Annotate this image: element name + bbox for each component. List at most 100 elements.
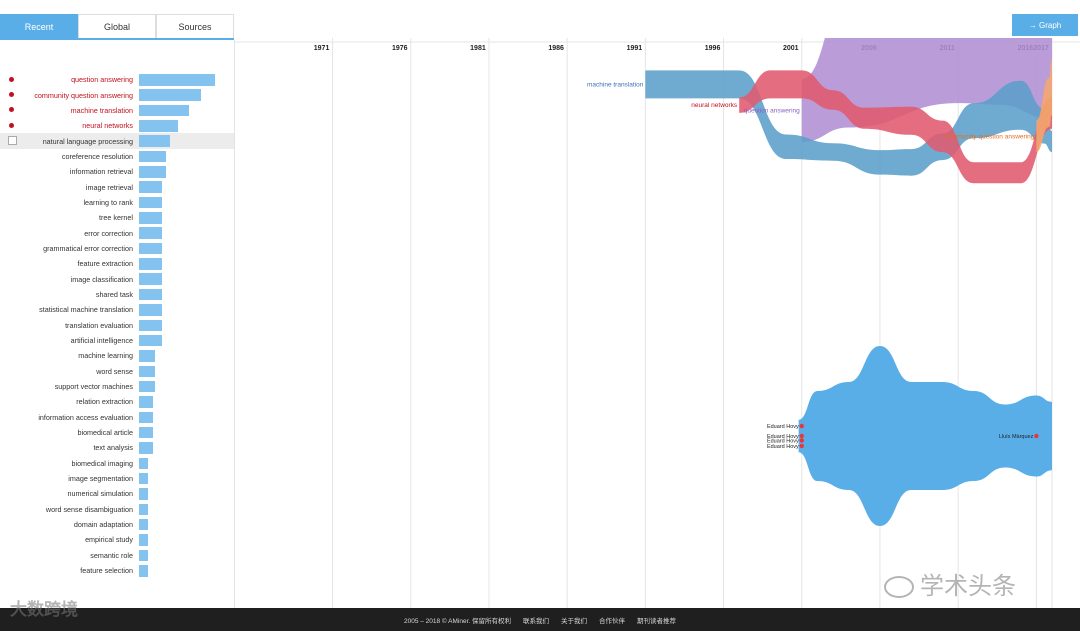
author-point[interactable]: [1034, 433, 1039, 439]
topic-row[interactable]: information retrieval: [0, 164, 234, 179]
topic-row[interactable]: question answering: [0, 72, 234, 87]
x-tick-label: 2001: [783, 45, 799, 52]
topic-row[interactable]: word sense disambiguation: [0, 502, 234, 517]
topic-frequency-bar: [139, 242, 162, 255]
topic-frequency-bar: [139, 135, 170, 147]
author-point[interactable]: [799, 423, 804, 429]
topic-frequency-bar: [139, 442, 153, 454]
topic-row[interactable]: tree kernel: [0, 210, 234, 225]
x-tick-label: 1976: [392, 45, 408, 52]
topic-row[interactable]: machine learning: [0, 348, 234, 363]
topic-row[interactable]: empirical study: [0, 532, 234, 547]
topic-label: artificial intelligence: [70, 336, 133, 346]
x-tick-label: 1971: [314, 45, 330, 52]
topic-label: shared task: [95, 289, 133, 299]
topic-label: information access evaluation: [38, 412, 133, 422]
topic-label: support vector machines: [54, 382, 133, 392]
topic-label: machine learning: [78, 351, 133, 361]
topic-label: text analysis: [93, 443, 133, 453]
topic-row[interactable]: statistical machine translation: [0, 302, 234, 317]
topic-row[interactable]: image segmentation: [0, 471, 234, 486]
topic-label: empirical study: [85, 535, 133, 545]
topic-row[interactable]: neural networks: [0, 118, 234, 133]
topic-row[interactable]: learning to rank: [0, 195, 234, 210]
topic-frequency-bar: [139, 457, 148, 470]
author-stream[interactable]: [798, 346, 1052, 526]
topic-label: domain adaptation: [73, 520, 133, 530]
topic-label: natural language processing: [42, 136, 133, 146]
topic-stream-label: neural networks: [691, 102, 738, 109]
tab-recent[interactable]: Recent: [0, 14, 78, 38]
graph-button[interactable]: → Graph: [1012, 14, 1078, 36]
topic-row[interactable]: grammatical error correction: [0, 241, 234, 256]
author-point[interactable]: [799, 438, 804, 443]
topic-frequency-bar: [139, 518, 148, 531]
topic-row[interactable]: artificial intelligence: [0, 333, 234, 348]
topic-label: information retrieval: [69, 167, 133, 177]
topic-frequency-bar: [139, 212, 162, 224]
author-label: Eduard Hovy: [767, 424, 799, 430]
topic-label: biomedical article: [77, 428, 133, 438]
topic-label: feature extraction: [77, 259, 133, 269]
topic-stream[interactable]: [1036, 59, 1052, 153]
topic-row[interactable]: text analysis: [0, 440, 234, 455]
topic-label: neural networks: [82, 121, 133, 131]
topic-row[interactable]: image classification: [0, 271, 234, 286]
topic-row[interactable]: word sense: [0, 364, 234, 379]
topic-label: tree kernel: [99, 213, 133, 223]
topic-frequency-bar: [139, 166, 166, 178]
topic-label: relation extraction: [76, 397, 133, 407]
topic-row[interactable]: domain adaptation: [0, 517, 234, 532]
topic-label: grammatical error correction: [43, 243, 133, 253]
topic-label: semantic role: [90, 550, 133, 560]
topic-row[interactable]: coreference resolution: [0, 149, 234, 164]
topic-label: feature selection: [80, 566, 133, 576]
topic-label: biomedical imaging: [71, 458, 133, 468]
topic-row[interactable]: biomedical imaging: [0, 456, 234, 471]
hot-topic-dot: [9, 122, 14, 128]
topic-frequency-bar: [139, 503, 148, 516]
topic-label: community question answering: [34, 90, 133, 100]
topic-checkbox[interactable]: [8, 136, 17, 146]
topic-row[interactable]: shared task: [0, 287, 234, 302]
tab-global[interactable]: Global: [78, 14, 156, 38]
topic-row[interactable]: semantic role: [0, 548, 234, 563]
footer-about-link[interactable]: 关于我们: [561, 617, 588, 625]
footer-journal-link[interactable]: 期刊读者推荐: [637, 617, 677, 625]
footer-contact-link[interactable]: 联系我们: [523, 617, 550, 625]
author-label: Eduard Hovy: [767, 434, 799, 440]
author-label: Lluís Màrquez: [999, 434, 1034, 440]
topic-row[interactable]: feature selection: [0, 563, 234, 578]
topic-row[interactable]: error correction: [0, 225, 234, 240]
x-tick-label: 1986: [548, 45, 564, 52]
topic-frequency-bar: [139, 120, 178, 132]
topic-row[interactable]: numerical simulation: [0, 486, 234, 501]
topic-row[interactable]: image retrieval: [0, 179, 234, 194]
topic-frequency-bar: [139, 150, 166, 163]
topic-frequency-bar: [139, 534, 148, 546]
topic-row[interactable]: feature extraction: [0, 256, 234, 271]
topic-row[interactable]: translation evaluation: [0, 318, 234, 333]
topic-frequency-bar: [139, 334, 162, 347]
topic-frequency-bar: [139, 89, 201, 101]
topic-frequency-bar: [139, 350, 155, 362]
tab-sources[interactable]: Sources: [156, 14, 234, 38]
topic-row[interactable]: biomedical article: [0, 425, 234, 440]
view-tabs: Recent Global Sources: [0, 14, 234, 40]
topic-frequency-bar: [139, 319, 162, 331]
topic-row[interactable]: community question answering: [0, 87, 234, 102]
author-point[interactable]: [799, 443, 804, 449]
topic-row[interactable]: information access evaluation: [0, 410, 234, 425]
topic-row[interactable]: support vector machines: [0, 379, 234, 394]
topic-label: error correction: [84, 228, 133, 238]
topic-row[interactable]: machine translation: [0, 103, 234, 118]
footer-partners-link[interactable]: 合作伙伴: [599, 617, 626, 625]
watermark-right-text: 学术头条: [920, 572, 1016, 600]
topic-row[interactable]: relation extraction: [0, 394, 234, 409]
topic-row[interactable]: natural language processing: [0, 133, 234, 149]
hot-topic-dot: [9, 76, 14, 82]
hot-topic-dot: [9, 92, 14, 98]
topic-stream[interactable]: [739, 70, 1052, 184]
topic-label: coreference resolution: [61, 151, 133, 161]
author-point[interactable]: [799, 433, 804, 439]
